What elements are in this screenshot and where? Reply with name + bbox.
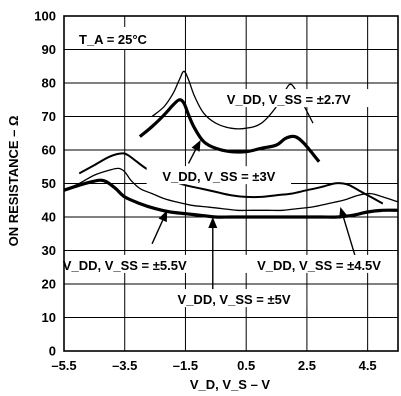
x-tick-label: 4.5 [359,358,377,373]
curves [63,70,399,219]
y-tick-label: 90 [42,42,56,57]
y-tick-label: 60 [42,143,56,158]
x-tick-label: –1.5 [173,358,198,373]
annotation-arrowhead [208,217,218,228]
y-tick-label: 50 [42,176,56,191]
annotation-arrow [151,220,164,245]
y-tick-label: 20 [42,277,56,292]
y-axis-label: ON RESISTANCE – Ω [6,116,21,247]
x-tick-label: 0.5 [237,358,255,373]
series-label: V_DD, V_SS = ±2.7V [227,92,351,107]
annotation-arrow [342,217,357,258]
annotation-arrowhead [191,139,201,152]
y-tick-label: 100 [34,9,56,24]
y-tick-label: 10 [42,310,56,325]
series-label-bg [44,254,206,273]
series-line [78,152,384,205]
y-tick-label: 30 [42,243,56,258]
axes: 0 10 20 30 40 50 60 70 80 90 100 –5.5 –3.5 –1.5 0.5 2.5… [34,9,399,373]
y-tick-label: 80 [42,76,56,91]
plot-frame [63,15,399,352]
annotation-arrowhead [339,206,348,219]
series-label-bg [161,289,307,308]
x-tick-label: –5.5 [51,358,76,373]
y-tick-label: 70 [42,109,56,124]
annotation-arrow [187,149,197,164]
series-line [63,178,399,219]
x-tick-label: 2.5 [298,358,316,373]
annotation-arrowhead [158,210,168,223]
series-label: V_DD, V_SS = ±5V [178,292,291,307]
series-label: V_DD, V_SS = ±4.5V [257,258,381,273]
x-tick-label: –3.5 [112,358,137,373]
series-label: V_DD, V_SS = ±3V [162,169,275,184]
series-line [151,70,314,130]
series-line [138,98,321,163]
series-line [63,167,399,212]
series-label-bg [146,166,292,185]
series-label: V_DD, V_SS = ±5.5V [63,258,187,273]
y-tick-label: 40 [42,210,56,225]
x-axis-label: V_D, V_S – V [190,377,271,392]
annotations: V_DD, V_SS = ±2.7V V_DD, V_SS = ±3V V_DD, … [44,89,400,308]
y-tick-label: 0 [49,344,56,359]
temperature-label: T_A = 25°C [79,32,148,47]
series-label-bg [208,89,370,108]
series-label-bg [238,254,400,273]
temperature-label-bg [71,27,167,49]
